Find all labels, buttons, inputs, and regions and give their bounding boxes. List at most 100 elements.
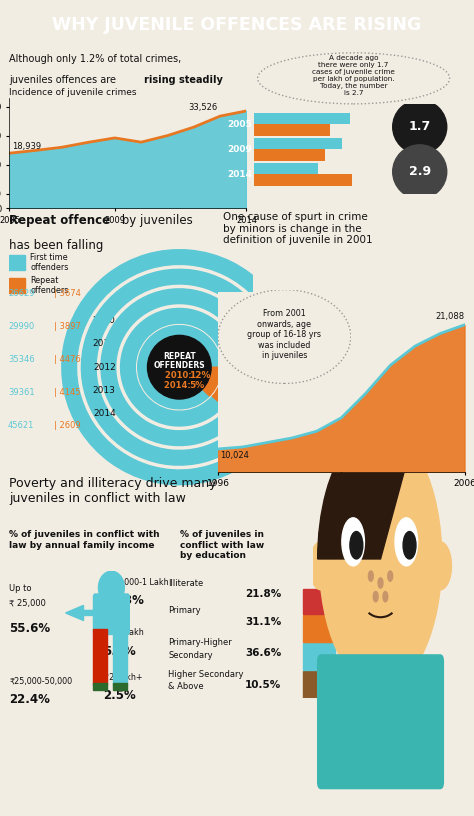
Text: | 2609: | 2609 [55,421,81,431]
Text: REPEAT: REPEAT [163,352,196,361]
Text: | 4145: | 4145 [55,388,81,397]
Circle shape [350,531,363,559]
Text: 21,088: 21,088 [436,312,465,321]
Text: 2005: 2005 [228,120,252,129]
Circle shape [147,335,211,399]
Wedge shape [199,367,221,396]
Text: Primary-Higher: Primary-Higher [168,638,232,647]
Text: % of juveniles in
conflict with law
by education: % of juveniles in conflict with law by e… [180,530,264,561]
Text: 45621: 45621 [8,421,34,431]
Bar [254,113,350,124]
Text: 26629: 26629 [8,289,35,299]
Wedge shape [101,289,258,446]
Text: | 3897: | 3897 [55,322,82,331]
Text: 2014: 2014 [93,409,116,419]
Text: 2013: 2013 [93,386,116,395]
Text: Up to: Up to [9,584,32,593]
Text: ₹ 50,000-1 Lakh: ₹ 50,000-1 Lakh [103,578,168,587]
Text: Primary: Primary [168,606,201,615]
Text: Repeat
offenders: Repeat offenders [30,276,69,295]
Circle shape [374,592,378,602]
Text: A decade ago
there were only 1.7
cases of juvenile crime
per lakh of population.: A decade ago there were only 1.7 cases o… [312,55,395,96]
Bar [9,278,25,293]
Text: 10,024: 10,024 [220,451,249,460]
Circle shape [403,531,416,559]
Circle shape [395,518,418,565]
Bar [303,589,335,614]
Text: juveniles offences are: juveniles offences are [9,75,119,85]
Text: | 4476: | 4476 [55,355,81,365]
Bar [254,124,330,135]
Text: 2.9: 2.9 [409,166,431,178]
Circle shape [429,542,451,590]
Text: 2.5%: 2.5% [103,689,136,702]
Text: 2014: 2014 [228,170,252,179]
Text: 5.2%: 5.2% [103,645,136,658]
Text: 2009: 2009 [228,144,252,154]
Text: Higher Secondary: Higher Secondary [168,670,244,679]
Text: 2014:: 2014: [164,381,194,390]
Text: 36.6%: 36.6% [245,649,282,659]
Bar [303,615,335,642]
Bar [93,682,108,690]
Circle shape [392,145,447,199]
FancyBboxPatch shape [93,594,129,635]
Bar [254,175,352,186]
Text: 2011: 2011 [93,339,116,348]
Text: 2010:: 2010: [164,371,194,380]
Text: 14.3%: 14.3% [103,594,145,607]
Bar [254,138,342,149]
FancyArrow shape [65,605,95,620]
Text: Secondary: Secondary [168,650,213,659]
Wedge shape [212,367,238,406]
Circle shape [378,578,383,588]
Bar [303,643,335,670]
Text: 1.7: 1.7 [409,121,431,133]
Bar [254,149,325,161]
Text: ₹2 Lakh+: ₹2 Lakh+ [103,672,142,681]
FancyBboxPatch shape [318,655,443,788]
Text: OFFENDERS: OFFENDERS [154,361,205,370]
Text: 22.4%: 22.4% [9,693,50,706]
Circle shape [383,592,388,602]
Circle shape [368,571,374,581]
Text: Illiterate: Illiterate [168,579,203,588]
Text: has been falling: has been falling [9,239,104,252]
Text: 39361: 39361 [8,388,35,397]
Text: by juveniles: by juveniles [118,214,193,227]
Wedge shape [120,308,238,426]
Text: 10.5%: 10.5% [245,680,282,690]
Wedge shape [228,367,258,418]
Ellipse shape [257,53,449,104]
Text: 35346: 35346 [8,355,35,365]
Text: % of juveniles in conflict with
law by annual family income: % of juveniles in conflict with law by a… [9,530,160,550]
Wedge shape [82,269,277,465]
Wedge shape [62,250,297,485]
Text: WHY JUVENILE OFFENCES ARE RISING: WHY JUVENILE OFFENCES ARE RISING [52,16,422,34]
Circle shape [342,518,365,565]
Text: ₹ 25,000: ₹ 25,000 [9,599,46,608]
Circle shape [388,571,392,581]
Text: 31.1%: 31.1% [245,617,282,627]
Text: 2010: 2010 [93,316,116,326]
Text: One cause of spurt in crime
by minors is change in the
definition of juvenile in: One cause of spurt in crime by minors is… [223,212,373,246]
Bar [93,629,108,685]
Text: 21.8%: 21.8% [245,589,282,599]
Circle shape [319,428,442,690]
Wedge shape [318,425,412,559]
Wedge shape [137,326,221,409]
Text: ₹25,000-50,000: ₹25,000-50,000 [9,677,73,686]
Bar [9,255,25,270]
Text: | 3674: | 3674 [55,289,82,299]
Text: First time
offenders: First time offenders [30,253,69,272]
Text: 33,526: 33,526 [188,103,218,112]
Text: Poverty and illiteracy drive many
juveniles in conflict with law: Poverty and illiteracy drive many juveni… [9,477,217,505]
Wedge shape [276,367,297,406]
Text: 55.6%: 55.6% [9,622,51,635]
Text: rising steadily: rising steadily [144,75,223,85]
Circle shape [310,542,332,590]
Circle shape [99,571,124,604]
Circle shape [392,100,447,153]
Text: 18,939: 18,939 [12,142,41,151]
Bar [303,671,335,698]
